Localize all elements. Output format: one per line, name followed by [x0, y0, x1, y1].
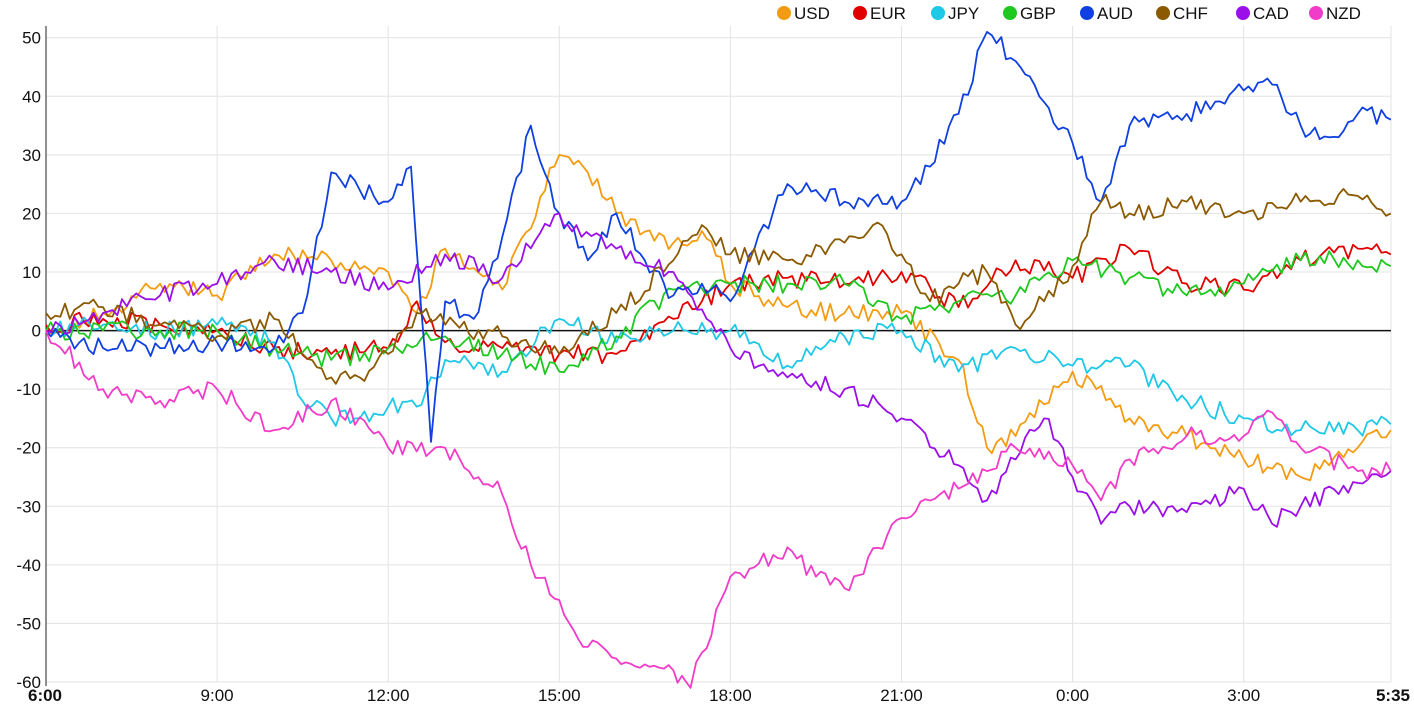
- x-tick-label: 3:00: [1227, 686, 1260, 705]
- legend-item-chf[interactable]: CHF: [1156, 4, 1208, 23]
- legend-label: CAD: [1253, 4, 1289, 23]
- legend-item-aud[interactable]: AUD: [1080, 4, 1133, 23]
- y-tick-label: -40: [16, 556, 41, 575]
- legend-swatch: [1080, 6, 1094, 20]
- legend-swatch: [777, 6, 791, 20]
- legend-item-jpy[interactable]: JPY: [931, 4, 979, 23]
- y-tick-label: -30: [16, 497, 41, 516]
- series-line-cad: [45, 212, 1392, 528]
- legend-item-nzd[interactable]: NZD: [1309, 4, 1361, 23]
- y-tick-label: 50: [22, 29, 41, 48]
- legend-item-cad[interactable]: CAD: [1236, 4, 1289, 23]
- series-line-nzd: [45, 330, 1392, 689]
- y-tick-label: -60: [16, 673, 41, 692]
- legend-swatch: [1003, 6, 1017, 20]
- series-line-usd: [45, 154, 1392, 482]
- legend-label: GBP: [1020, 4, 1056, 23]
- y-tick-label: 20: [22, 204, 41, 223]
- legend-label: AUD: [1097, 4, 1133, 23]
- x-end-label: 5:35: [1376, 686, 1410, 705]
- x-tick-label: 12:00: [367, 686, 410, 705]
- x-tick-label: 9:00: [201, 686, 234, 705]
- legend-item-usd[interactable]: USD: [777, 4, 830, 23]
- legend-swatch: [931, 6, 945, 20]
- legend-swatch: [1156, 6, 1170, 20]
- series-line-jpy: [45, 316, 1392, 437]
- legend-swatch: [853, 6, 867, 20]
- y-tick-label: -20: [16, 439, 41, 458]
- legend-label: JPY: [948, 4, 979, 23]
- y-tick-label: 10: [22, 263, 41, 282]
- legend-label: NZD: [1326, 4, 1361, 23]
- y-tick-label: -50: [16, 614, 41, 633]
- series-line-aud: [45, 31, 1392, 443]
- x-tick-label: 18:00: [709, 686, 752, 705]
- y-tick-label: 40: [22, 87, 41, 106]
- legend-swatch: [1236, 6, 1250, 20]
- legend-label: USD: [794, 4, 830, 23]
- x-tick-label: 15:00: [538, 686, 581, 705]
- legend: USD EUR JPY GBP AUD CHF CAD NZD: [777, 4, 1361, 23]
- series-line-chf: [45, 188, 1392, 385]
- series-line-gbp: [45, 250, 1392, 375]
- x-axis: 9:00 12:00 15:00 18:00 21:00 0:00 3:00 6:00 5:35: [28, 686, 1410, 705]
- legend-item-gbp[interactable]: GBP: [1003, 4, 1056, 23]
- legend-label: CHF: [1173, 4, 1208, 23]
- y-tick-label: 0: [32, 322, 41, 341]
- x-tick-label: 21:00: [880, 686, 923, 705]
- x-tick-label: 0:00: [1056, 686, 1089, 705]
- series-lines: [45, 31, 1392, 689]
- legend-label: EUR: [870, 4, 906, 23]
- legend-item-eur[interactable]: EUR: [853, 4, 906, 23]
- y-tick-label: -10: [16, 380, 41, 399]
- y-tick-label: 30: [22, 146, 41, 165]
- y-axis: 50 40 30 20 10 0 -10 -20 -30 -40 -50 -60: [16, 26, 47, 692]
- legend-swatch: [1309, 6, 1323, 20]
- grid: [46, 26, 1392, 683]
- x-start-label: 6:00: [28, 686, 62, 705]
